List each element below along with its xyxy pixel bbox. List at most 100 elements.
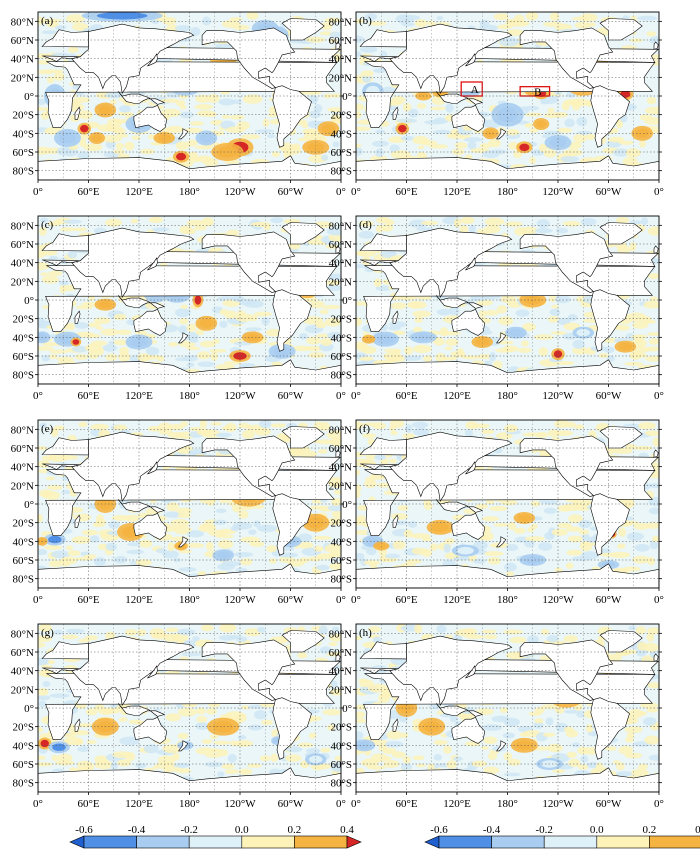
field-patch <box>549 294 557 303</box>
field-patch <box>536 219 550 229</box>
field-patch <box>97 346 104 356</box>
field-patch <box>209 348 227 353</box>
field-patch <box>554 706 565 714</box>
field-patch <box>400 135 415 141</box>
field-patch <box>436 308 453 316</box>
field-patch <box>148 216 164 224</box>
field-patch <box>530 500 541 507</box>
map-panel-h: 80°N 60°N 40°N 20°N 0° 20°S 40°S 60°S 80°S 0° 60°E… <box>329 623 664 810</box>
field-patch <box>238 510 249 519</box>
field-patch <box>102 344 117 352</box>
lat-tick-label: 80°N <box>11 628 34 640</box>
field-patch <box>324 317 341 327</box>
field-patch <box>177 325 188 334</box>
field-patch <box>400 14 421 21</box>
field-patch <box>506 29 525 36</box>
field-patch <box>224 310 237 319</box>
field-patch <box>210 422 223 426</box>
field-patch <box>61 556 77 565</box>
field-patch <box>124 514 140 522</box>
continent-indonesia <box>117 295 166 309</box>
field-patch <box>41 249 58 256</box>
field-patch <box>443 543 451 553</box>
continent-australia <box>133 104 168 132</box>
field-patch <box>513 14 525 24</box>
field-patch <box>644 642 659 653</box>
field-patch <box>104 631 116 640</box>
continent-madagascar <box>74 514 81 528</box>
field-patch <box>162 744 182 754</box>
field-patch <box>525 12 539 21</box>
field-patch <box>493 360 503 370</box>
field-patch <box>41 354 51 362</box>
lon-tick-label: 0° <box>654 390 664 402</box>
field-patch <box>78 110 93 120</box>
anomaly-5 <box>199 133 214 143</box>
field-patch <box>224 422 237 432</box>
field-patch <box>205 541 214 551</box>
field-patch <box>544 499 558 505</box>
field-patch <box>564 118 575 128</box>
lat-tick-label: 40°S <box>12 536 34 548</box>
field-patch <box>224 361 242 365</box>
continent-south-america <box>590 493 630 556</box>
field-patch <box>38 624 53 632</box>
lat-tick-label: 60°S <box>12 759 34 771</box>
field-patch <box>326 285 341 291</box>
field-patch <box>416 227 434 232</box>
field-patch <box>51 754 59 762</box>
field-patch <box>570 98 590 107</box>
field-patch <box>66 628 85 634</box>
lat-tick-label: 20°N <box>329 480 352 492</box>
anomaly-0 <box>40 739 49 748</box>
field-patch <box>316 439 336 445</box>
lon-tick-label: 60°W <box>278 798 304 810</box>
field-patch <box>219 624 237 633</box>
field-patch <box>305 36 325 43</box>
field-patch <box>493 13 509 21</box>
field-patch <box>240 536 261 543</box>
field-patch <box>74 322 89 329</box>
field-patch <box>86 740 97 744</box>
continent-australia <box>451 308 486 336</box>
field-patch <box>187 530 205 538</box>
continent-north-america <box>201 639 296 701</box>
field-patch <box>573 133 587 143</box>
field-patch <box>500 295 517 304</box>
field-patch <box>503 717 520 727</box>
field-patch <box>297 742 314 748</box>
colorbar-swatch <box>83 835 137 849</box>
field-patch <box>119 346 129 356</box>
lat-tick-label: 60°N <box>329 647 352 659</box>
anomaly-1 <box>52 743 66 751</box>
field-patch <box>81 529 99 536</box>
field-patch <box>567 535 584 543</box>
field-patch <box>356 341 366 349</box>
field-patch <box>65 545 74 551</box>
anomaly-19 <box>98 105 113 115</box>
field-patch <box>356 143 362 148</box>
field-patch <box>412 310 431 318</box>
field-patch <box>445 338 459 346</box>
field-patch <box>624 752 643 759</box>
field-patch <box>357 249 377 257</box>
field-patch <box>427 763 435 772</box>
anomaly-12 <box>59 132 76 144</box>
field-patch <box>520 226 538 235</box>
field-patch <box>632 555 651 564</box>
field-patch <box>265 328 282 337</box>
field-patch <box>358 230 375 239</box>
field-patch <box>453 756 463 761</box>
field-patch <box>622 566 641 572</box>
lat-tick-label: 60°S <box>12 147 34 159</box>
field-patch <box>147 134 156 140</box>
field-patch <box>414 624 423 634</box>
field-patch <box>645 346 659 352</box>
field-patch <box>248 724 263 731</box>
field-patch <box>390 302 407 310</box>
field-patch <box>523 105 539 111</box>
field-patch <box>630 38 643 43</box>
colorbar-label: -0.4 <box>128 824 146 836</box>
field-patch <box>174 308 191 318</box>
field-patch <box>218 98 236 106</box>
